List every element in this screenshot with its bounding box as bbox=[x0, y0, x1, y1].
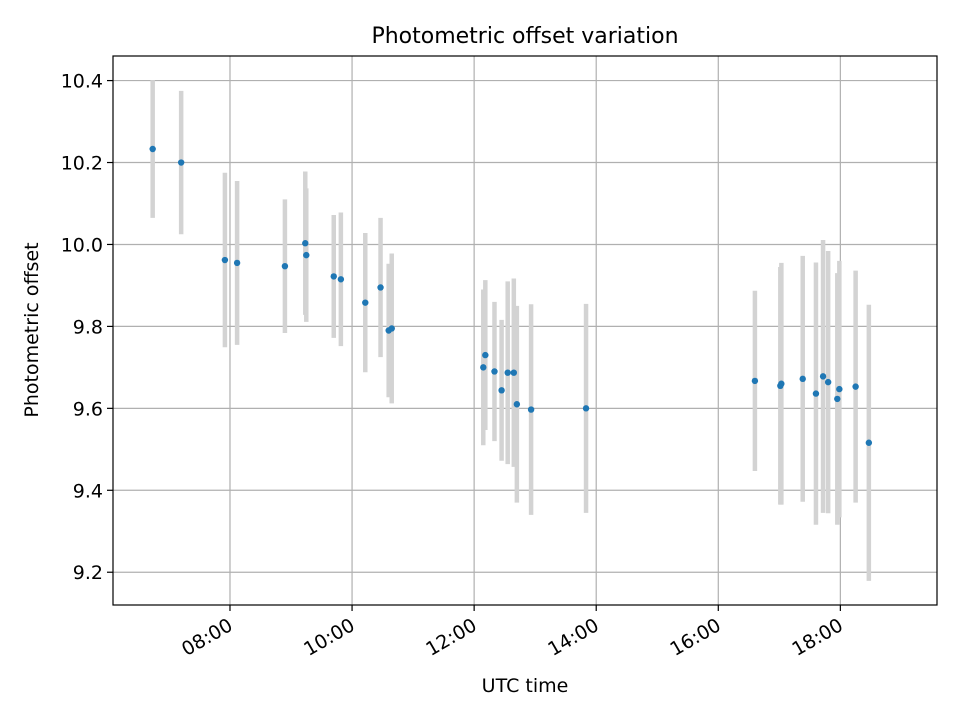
data-point bbox=[233, 259, 241, 267]
data-point bbox=[480, 364, 487, 371]
data-point bbox=[337, 276, 345, 283]
data-point bbox=[865, 439, 873, 446]
y-tick-label: 9.4 bbox=[73, 480, 103, 502]
chart-title: Photometric offset variation bbox=[371, 24, 678, 49]
x-axis-label: UTC time bbox=[482, 675, 569, 697]
data-point bbox=[388, 325, 395, 332]
data-point bbox=[819, 373, 827, 380]
data-point bbox=[149, 145, 156, 153]
y-tick-label: 9.8 bbox=[73, 316, 103, 338]
data-point bbox=[582, 405, 590, 412]
data-point bbox=[751, 377, 759, 385]
data-point bbox=[302, 240, 309, 247]
data-point bbox=[482, 351, 489, 359]
y-tick-label: 10.4 bbox=[61, 71, 103, 93]
y-tick-label: 9.6 bbox=[73, 398, 103, 420]
data-points bbox=[149, 145, 873, 446]
data-point bbox=[527, 406, 535, 413]
data-point bbox=[504, 369, 511, 376]
data-point bbox=[221, 256, 229, 264]
y-tick-label: 10.2 bbox=[61, 153, 103, 175]
data-point bbox=[510, 369, 518, 376]
data-point bbox=[303, 251, 310, 259]
data-point bbox=[834, 395, 841, 403]
grid bbox=[113, 56, 937, 605]
y-axis-label: Photometric offset bbox=[21, 242, 43, 417]
data-point bbox=[778, 380, 785, 387]
y-tick-label: 9.2 bbox=[73, 562, 103, 584]
data-point bbox=[498, 387, 505, 394]
plot-frame bbox=[112, 55, 938, 606]
data-point bbox=[836, 385, 843, 393]
data-point bbox=[812, 390, 820, 397]
data-point bbox=[177, 159, 185, 166]
data-point bbox=[281, 262, 289, 270]
data-point bbox=[330, 273, 337, 280]
data-point bbox=[362, 299, 369, 306]
y-axis-ticks: 9.2 9.4 9.6 9.8 10.0 10.2 10.4 bbox=[61, 71, 113, 584]
data-point bbox=[513, 401, 521, 408]
data-point bbox=[377, 284, 384, 291]
data-point bbox=[491, 368, 498, 375]
y-tick-label: 10.0 bbox=[61, 234, 103, 256]
data-point bbox=[824, 378, 832, 386]
data-point bbox=[852, 383, 859, 390]
data-point bbox=[799, 375, 806, 383]
